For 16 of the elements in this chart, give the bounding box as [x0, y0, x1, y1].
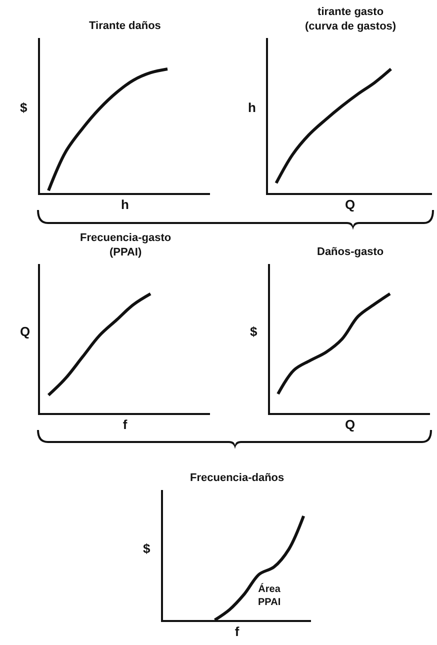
chart-title: Frecuencia-gasto (PPAI) — [80, 232, 172, 258]
chart-title: Frecuencia-daños — [190, 472, 284, 484]
y-axis-title: h — [248, 100, 256, 115]
y-axis-title: $ — [143, 541, 151, 556]
x-axis-title: f — [234, 624, 240, 640]
chart-title: tirante gasto (curva de gastos) — [305, 6, 396, 32]
y-axis-title: Q — [20, 324, 30, 339]
x-axis-title: Q — [344, 417, 356, 432]
chart-title: Tirante daños — [89, 20, 161, 32]
chart-title: Daños-gasto — [317, 246, 384, 258]
x-axis-title: h — [121, 197, 130, 212]
y-axis-title: $ — [250, 324, 258, 339]
x-axis-title: Q — [344, 197, 356, 212]
y-axis-title: $ — [20, 100, 28, 115]
x-axis-title: f — [122, 417, 128, 432]
annotation: Área PPAI — [258, 583, 281, 608]
